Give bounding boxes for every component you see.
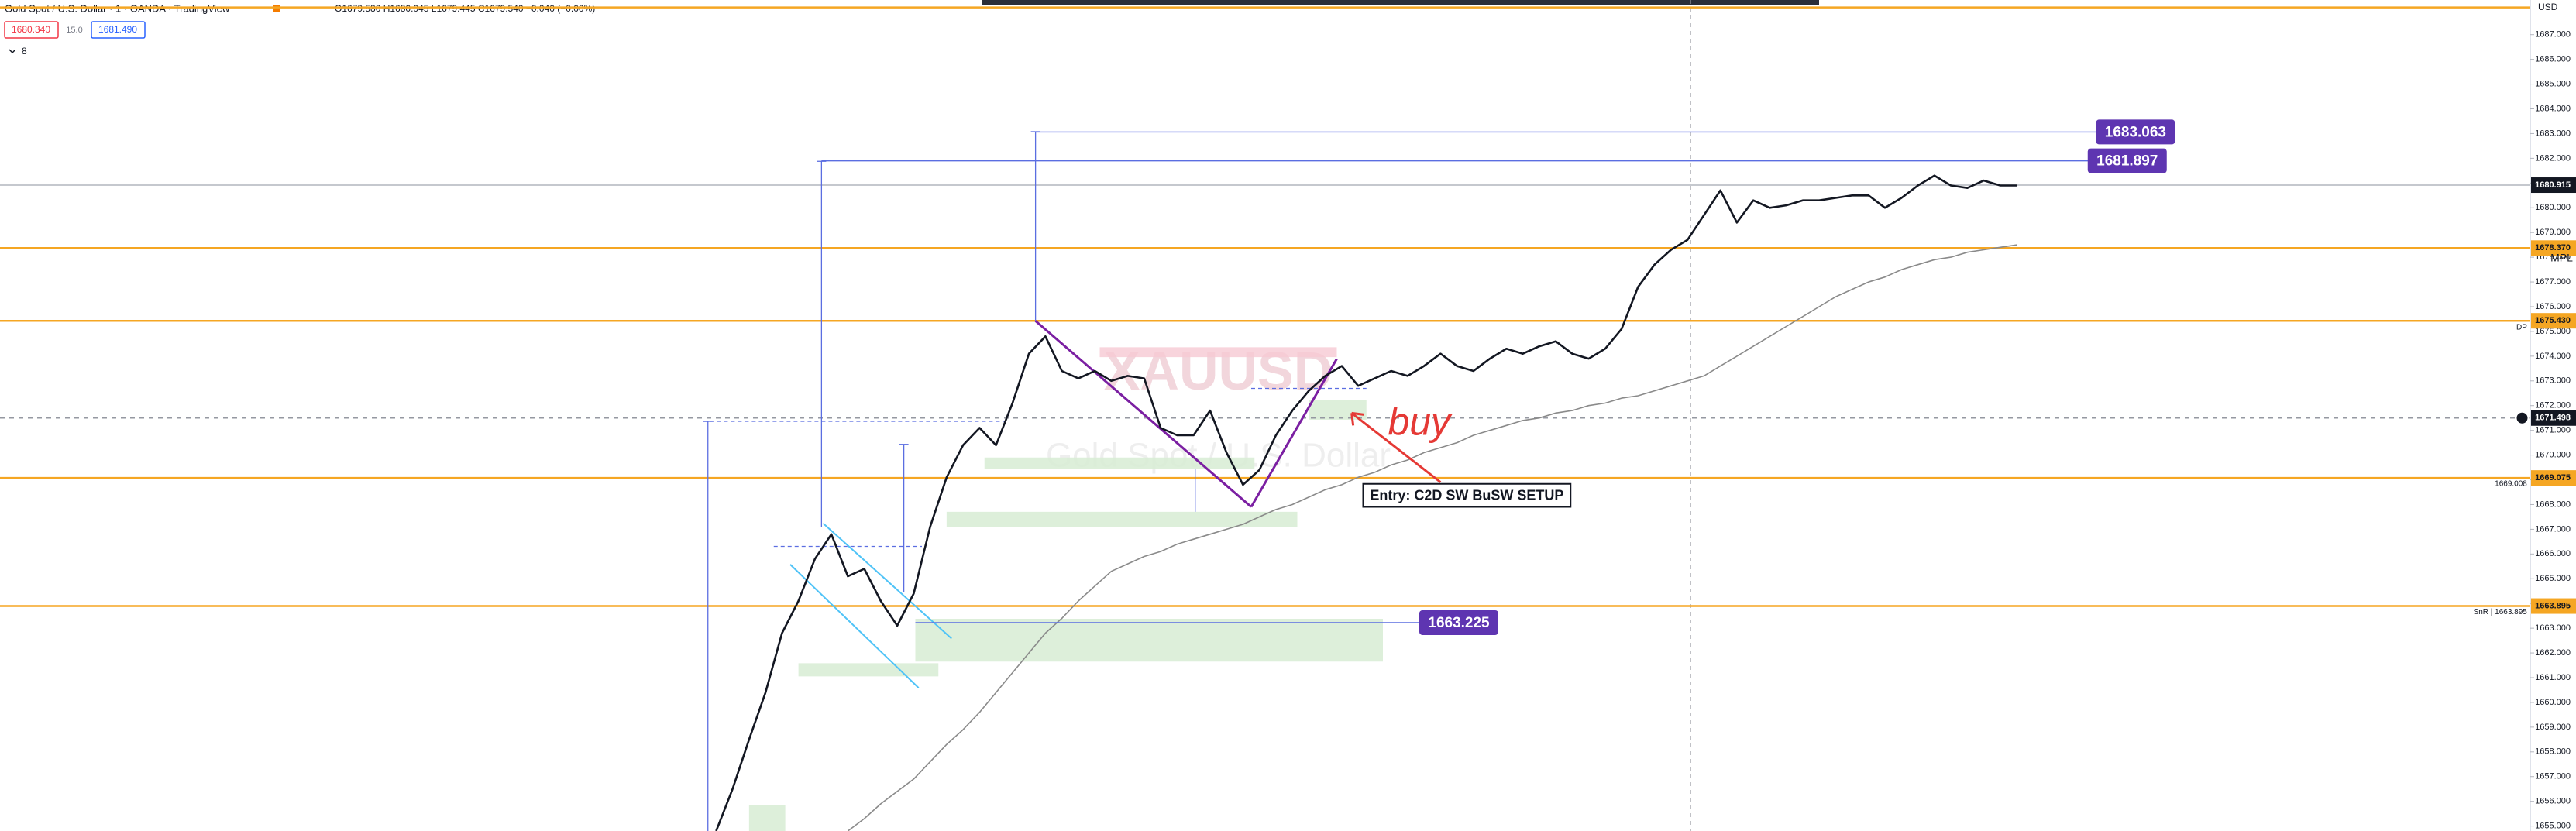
callout-label: 1681.897 (2096, 153, 2158, 170)
y-tick-label: 1658.000 (2535, 747, 2571, 757)
collapse-icon[interactable] (9, 49, 16, 54)
y-tick-label: 1665.000 (2535, 574, 2571, 583)
y-tick-label: 1673.000 (2535, 376, 2571, 386)
flag-icon (273, 5, 280, 12)
price-tag-label: 1669.075 (2535, 473, 2571, 482)
y-tick-label: 1680.000 (2535, 203, 2571, 212)
y-tick-label: 1659.000 (2535, 723, 2571, 732)
callout-label: 1663.225 (1428, 615, 1490, 631)
y-tick-label: 1686.000 (2535, 55, 2571, 64)
price-tag (2531, 410, 2576, 426)
handwritten-label: buy (1388, 400, 1453, 443)
arrow-line (1350, 412, 1442, 483)
zone (946, 511, 1298, 527)
y-tick-label: 1671.000 (2535, 426, 2571, 435)
sell-button[interactable] (4, 21, 59, 39)
price-tag-label: 1678.370 (2535, 243, 2571, 252)
zone (748, 805, 786, 831)
y-tick-label: 1674.000 (2535, 352, 2571, 361)
alert-icon (2515, 410, 2530, 425)
price-tag-label: 1675.430 (2535, 316, 2571, 325)
y-tick-label: 1684.000 (2535, 104, 2571, 113)
y-tick-label: 1655.000 (2535, 822, 2571, 831)
buy-price[interactable]: 1681.490 (98, 24, 137, 35)
y-tick-label: 1663.000 (2535, 623, 2571, 633)
price-tag (2531, 240, 2576, 256)
y-tick-label: 1662.000 (2535, 648, 2571, 658)
y-tick-label: 1661.000 (2535, 673, 2571, 682)
zone (984, 457, 1255, 469)
price-line (715, 174, 2017, 831)
side-label: MPL (2550, 251, 2573, 263)
y-tick-label: 1682.000 (2535, 153, 2571, 163)
y-tick-label: 1687.000 (2535, 30, 2571, 39)
zone (1099, 347, 1337, 358)
y-tick-label: 1656.000 (2535, 797, 2571, 806)
side-label: DP (2516, 324, 2527, 332)
trend-line (1034, 320, 1252, 508)
price-tag-label: 1680.915 (2535, 180, 2571, 190)
y-tick-label: 1676.000 (2535, 302, 2571, 311)
ohlc: O1679.580 H1680.045 L1679.445 C1679.540 … (335, 3, 595, 14)
spread: 15.0 (66, 26, 82, 35)
symbol: Gold Spot / U.S. Dollar · 1 · OANDA · Tr… (5, 2, 230, 14)
y-tick-label: 1668.000 (2535, 500, 2571, 509)
zone (915, 619, 1383, 662)
moving-average (847, 244, 2017, 831)
callout-box (2096, 119, 2175, 145)
price-tag-label: 1663.895 (2535, 601, 2571, 610)
side-label: SnR | 1663.895 (2474, 608, 2528, 616)
entry-box (1362, 482, 1572, 508)
y-tick-label: 1675.000 (2535, 327, 2571, 336)
callout-box (1419, 610, 1498, 635)
side-label: 1669.008 (2495, 479, 2527, 488)
entry-label: Entry: C2D SW BuSW SETUP (1370, 487, 1563, 503)
trend-line (1250, 358, 1338, 508)
currency[interactable]: USD (2538, 2, 2558, 12)
y-tick-label: 1670.000 (2535, 451, 2571, 460)
channel-line (789, 564, 920, 688)
y-tick-label: 1679.000 (2535, 228, 2571, 237)
callout-box (2087, 148, 2167, 173)
price-tag (2531, 598, 2576, 614)
zone (798, 663, 939, 677)
y-tick-label: 1666.000 (2535, 549, 2571, 558)
price-tag-label: 1671.498 (2535, 414, 2571, 423)
price-tag (2531, 470, 2576, 486)
y-tick-label: 1667.000 (2535, 524, 2571, 534)
sell-price[interactable]: 1680.340 (12, 24, 50, 35)
price-tag (2531, 313, 2576, 329)
y-tick-label: 1660.000 (2535, 698, 2571, 707)
indicator-count[interactable]: 8 (22, 46, 27, 57)
top-bar (982, 0, 1819, 5)
buy-button[interactable] (91, 21, 146, 39)
arrow-head (1350, 411, 1364, 426)
y-tick-label: 1685.000 (2535, 79, 2571, 88)
y-tick-label: 1683.000 (2535, 129, 2571, 138)
y-tick-label: 1677.000 (2535, 277, 2571, 287)
channel-line (822, 523, 952, 640)
price-tag (2531, 177, 2576, 194)
y-tick-label: 1672.000 (2535, 401, 2571, 410)
callout-label: 1683.063 (2105, 124, 2166, 140)
y-tick-label: 1657.000 (2535, 772, 2571, 781)
